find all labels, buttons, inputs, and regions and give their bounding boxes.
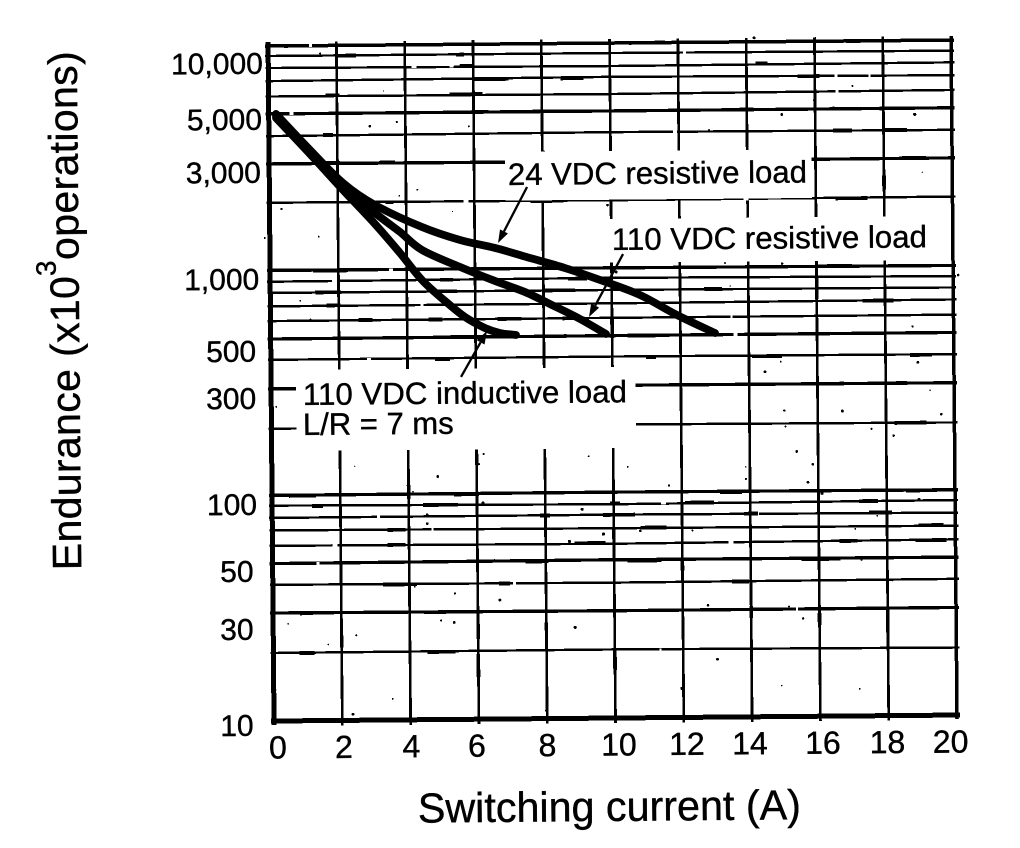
svg-text:Switching current (A): Switching current (A) bbox=[418, 781, 801, 831]
svg-text:L/R = 7 ms: L/R = 7 ms bbox=[303, 406, 454, 442]
svg-text:6: 6 bbox=[468, 728, 486, 764]
svg-text:20: 20 bbox=[933, 723, 969, 759]
svg-text:5,000: 5,000 bbox=[187, 104, 262, 138]
svg-text:2: 2 bbox=[335, 729, 353, 765]
svg-text:14: 14 bbox=[732, 725, 768, 761]
svg-text:300: 300 bbox=[206, 383, 256, 416]
svg-text:10,000: 10,000 bbox=[171, 48, 263, 82]
svg-text:16: 16 bbox=[805, 725, 841, 761]
svg-text:50: 50 bbox=[220, 556, 254, 589]
svg-text:500: 500 bbox=[206, 336, 256, 369]
svg-text:4: 4 bbox=[402, 728, 420, 764]
svg-text:100: 100 bbox=[207, 489, 257, 522]
svg-text:0: 0 bbox=[269, 729, 287, 765]
svg-text:110 VDC inductive load: 110 VDC inductive load bbox=[303, 374, 627, 412]
svg-text:24 VDC resistive load: 24 VDC resistive load bbox=[508, 154, 807, 192]
svg-text:18: 18 bbox=[869, 724, 905, 760]
svg-text:12: 12 bbox=[669, 726, 705, 762]
svg-text:30: 30 bbox=[220, 614, 254, 647]
svg-text:110 VDC resistive load: 110 VDC resistive load bbox=[612, 219, 927, 257]
svg-text:3,000: 3,000 bbox=[186, 157, 261, 191]
svg-text:10: 10 bbox=[601, 726, 637, 762]
svg-text:10: 10 bbox=[220, 710, 254, 743]
svg-text:1,000: 1,000 bbox=[184, 264, 259, 298]
svg-text:Endurance (x103operations): Endurance (x103operations) bbox=[29, 51, 91, 571]
svg-text:8: 8 bbox=[538, 727, 556, 763]
